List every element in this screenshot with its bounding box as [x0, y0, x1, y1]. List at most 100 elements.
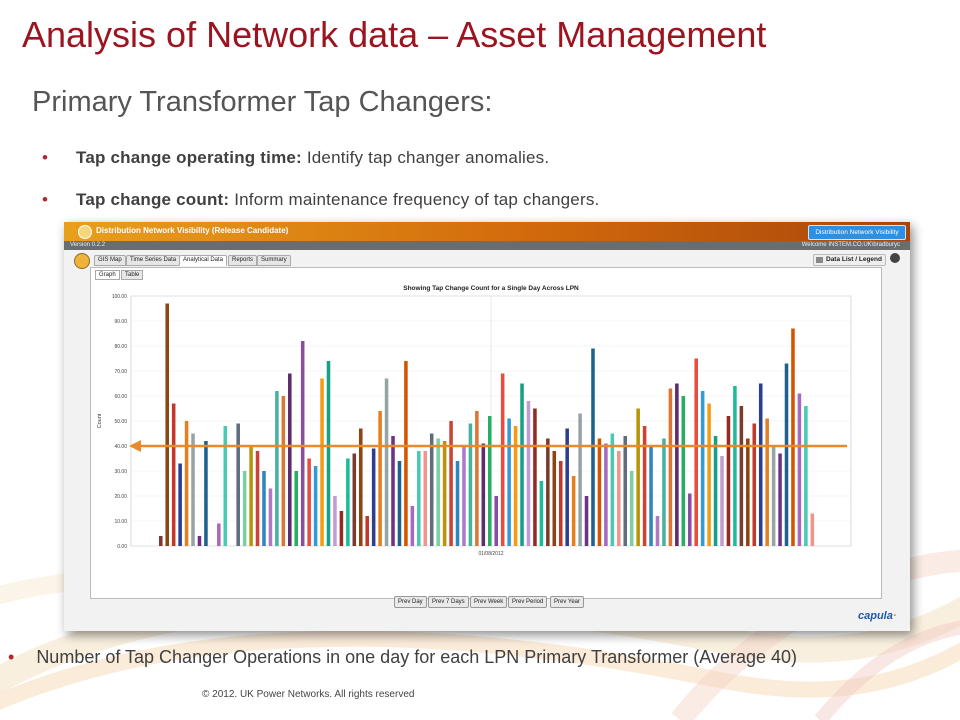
chart-bar [417, 451, 421, 546]
chart-bar [333, 496, 337, 546]
chart-bar [255, 451, 260, 546]
chart-bar [346, 458, 350, 546]
chart-bar [797, 393, 802, 546]
chart-bar [494, 496, 498, 546]
chart-bar [765, 418, 769, 546]
chart-bar [752, 423, 757, 546]
chart-bar [694, 358, 698, 546]
prev-year-button[interactable]: Prev Year [550, 596, 585, 608]
chart-bar [681, 396, 686, 546]
chart-bar [391, 436, 395, 546]
chart-bar [771, 446, 776, 546]
y-tick-label: 30.00 [114, 469, 127, 475]
prev-period-button[interactable]: Prev Period [508, 596, 548, 608]
chart-bar [758, 383, 763, 546]
chart-bar [571, 476, 576, 546]
chart-bar [546, 438, 550, 546]
chart-bar [597, 438, 602, 546]
chart-bar [617, 451, 621, 546]
chart-bar [262, 471, 266, 546]
prev-week-button[interactable]: Prev Week [470, 596, 508, 608]
chart-bar [791, 328, 795, 546]
chart-bar [204, 441, 208, 546]
chart-bar [236, 423, 240, 546]
chart-bar [481, 443, 486, 546]
capula-logo: capula· [858, 610, 897, 622]
chart-bar [404, 361, 408, 546]
app-header: Distribution Network Visibility (Release… [64, 222, 910, 241]
app-body: GIS Map Time Series Data Analytical Data… [64, 250, 910, 631]
chart-bar [371, 448, 376, 546]
chart-title: Showing Tap Change Count for a Single Da… [403, 285, 579, 292]
bullet-dot: • [42, 190, 49, 209]
chart-bar [746, 438, 750, 546]
chart-bar [507, 418, 511, 546]
chart-bar [642, 426, 647, 546]
footer-bullet-text: Number of Tap Changer Operations in one … [36, 647, 798, 667]
y-tick-label: 80.00 [114, 344, 127, 350]
y-tick-label: 100.00 [112, 294, 128, 300]
y-tick-label: 50.00 [114, 419, 127, 425]
prev-day-button[interactable]: Prev Day [394, 596, 427, 608]
app-screenshot: Distribution Network Visibility (Release… [64, 222, 910, 631]
welcome-user: Welcome INSTEM.CO.UK\bradburyc [801, 242, 900, 248]
close-icon[interactable] [890, 253, 900, 263]
chart-bar [513, 426, 518, 546]
data-list-legend-button[interactable]: Data List / Legend [813, 254, 886, 266]
chart-bar [539, 481, 544, 546]
slide-title: Analysis of Network data – Asset Managem… [22, 14, 767, 55]
tap-change-bar-chart: Showing Tap Change Count for a Single Da… [97, 285, 852, 557]
tab-analytical-data[interactable]: Analytical Data [179, 255, 228, 266]
distribution-network-visibility-button[interactable]: Distribution Network Visibility [808, 225, 906, 240]
y-tick-label: 0.00 [117, 544, 127, 550]
chart-bar [275, 391, 279, 546]
tab-graph[interactable]: Graph [95, 270, 120, 280]
chart-bar [604, 443, 608, 546]
chart-bar [442, 441, 447, 546]
graph-panel: Graph Table Showing Tap Change Count for… [90, 267, 882, 599]
chart-bar [623, 436, 628, 546]
bullet-text: Inform maintenance frequency of tap chan… [229, 190, 600, 209]
chart-bar [720, 456, 724, 546]
period-navigation: Prev Day Prev 7 Days Prev Week Prev Peri… [64, 594, 910, 608]
chart-bar [365, 516, 369, 546]
copyright-notice: © 2012. UK Power Networks. All rights re… [202, 689, 415, 700]
map-pin-icon[interactable] [74, 253, 90, 269]
chart-bar [320, 378, 324, 546]
chart-bar [668, 388, 673, 546]
y-tick-label: 20.00 [114, 494, 127, 500]
chart-bar [281, 396, 286, 546]
chart-bar [778, 453, 782, 546]
chart-bar [488, 416, 492, 546]
chart-bar [159, 536, 163, 546]
y-tick-label: 60.00 [114, 394, 127, 400]
bullet-bold-label: Tap change count: [76, 190, 230, 209]
app-version: Version 0.2.2 [70, 242, 106, 248]
chart-bar [184, 421, 189, 546]
chart-bar [520, 383, 524, 546]
tab-reports[interactable]: Reports [228, 255, 258, 266]
chart-bar [326, 361, 331, 546]
prev-7-days-button[interactable]: Prev 7 Days [428, 596, 469, 608]
chart-bar [687, 493, 692, 546]
tab-table[interactable]: Table [121, 270, 144, 280]
chart-bar [313, 466, 318, 546]
chart-bar [565, 428, 569, 546]
chart-bar [191, 433, 195, 546]
footer-bullet: • Number of Tap Changer Operations in one… [8, 647, 797, 668]
chart-bar [339, 511, 344, 546]
chart-bar [636, 408, 640, 546]
tab-gis-map[interactable]: GIS Map [94, 255, 126, 266]
chart-bar [294, 471, 299, 546]
chart-bar [397, 461, 402, 546]
chart-bar [462, 446, 466, 546]
chart-bar [468, 423, 473, 546]
average-arrowhead [129, 440, 141, 452]
chart-bar [429, 433, 434, 546]
tab-summary[interactable]: Summary [257, 255, 291, 266]
chart-bar [533, 408, 537, 546]
chart-bar [410, 506, 415, 546]
tab-time-series-data[interactable]: Time Series Data [126, 255, 181, 266]
chart-bar [223, 426, 228, 546]
chart-bar [475, 411, 479, 546]
